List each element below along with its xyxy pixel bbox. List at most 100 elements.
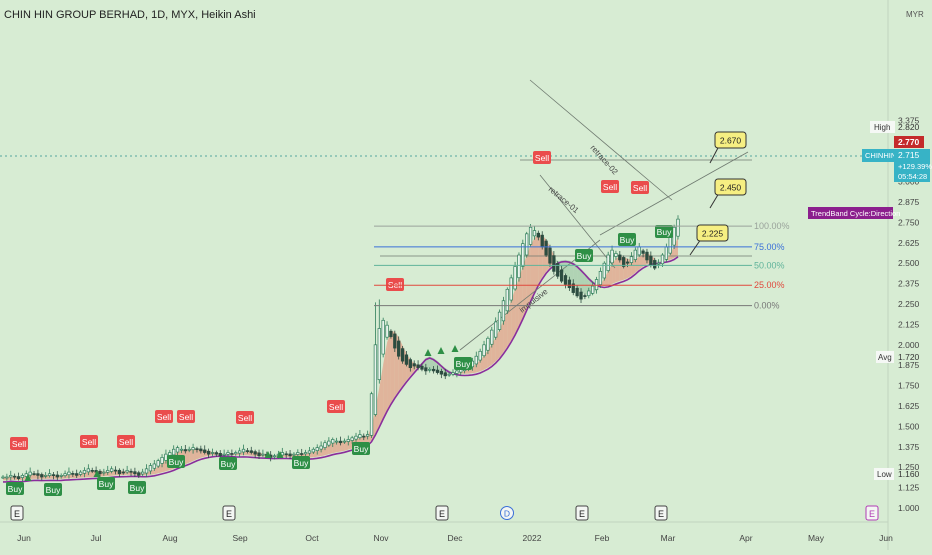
avg-tag-bg <box>876 351 894 363</box>
candle-body <box>548 247 552 264</box>
y-tick-label: 1.625 <box>898 401 920 411</box>
candle-body <box>129 470 133 473</box>
fib-level-label: 75.00% <box>754 242 785 252</box>
candle-body <box>109 468 114 472</box>
fib-level-label: 25.00% <box>754 280 785 290</box>
candle-body <box>257 452 261 457</box>
candle-body <box>113 469 118 472</box>
upcoming-earnings-marker: E <box>869 509 875 519</box>
candle-body <box>431 368 436 372</box>
candle-body <box>517 254 521 279</box>
buy-marker-bg <box>454 357 472 370</box>
ticker-badge[interactable]: CHINHIN 2.715 +129.39% 05:54:28 <box>862 149 932 182</box>
candle-body <box>622 257 626 267</box>
candle-body <box>672 226 676 246</box>
candle-body <box>175 447 180 453</box>
y-tick-label: 2.750 <box>898 217 920 227</box>
buy-marker: Buy <box>8 484 23 494</box>
candle-body <box>230 453 234 455</box>
sell-marker: Sell <box>535 153 549 163</box>
candle-body <box>435 369 440 373</box>
ribbon-segment <box>344 440 349 451</box>
time-axis[interactable]: Jun Jul Aug Sep Oct Nov Dec 2022 Feb Mar Apr May Jun <box>17 533 893 543</box>
y-tick-label: 1.375 <box>898 442 920 452</box>
candle-body <box>660 254 665 265</box>
ribbon-segment <box>390 331 395 403</box>
sell-marker: Sell <box>12 439 26 449</box>
earnings-marker-bg <box>10 505 24 521</box>
ribbon-segment <box>111 471 116 476</box>
earnings-marker: E <box>14 509 20 519</box>
sell-marker: Sell <box>119 437 133 447</box>
candle-body <box>32 473 36 475</box>
x-tick-label: Jul <box>91 533 102 543</box>
candle-body <box>187 448 191 451</box>
candle-body <box>563 275 568 285</box>
ribbon-segment <box>581 268 585 295</box>
buy-marker-bg <box>618 233 636 246</box>
candle-body <box>656 262 661 265</box>
candle-body <box>323 442 327 448</box>
candle-body <box>447 373 451 376</box>
chart-title: CHIN HIN GROUP BERHAD, 1D, MYX, Heikin A… <box>4 9 256 21</box>
candle-body <box>567 279 572 289</box>
y-tick-label: 1.875 <box>898 360 920 370</box>
candle-body <box>428 368 432 371</box>
candle-body <box>90 470 94 472</box>
buy-marker-bg <box>352 442 370 455</box>
candle-body <box>1 476 5 479</box>
candle-body <box>412 363 416 367</box>
candle-body <box>222 453 226 456</box>
earnings-marker-bg <box>222 505 236 521</box>
candle-body <box>117 469 122 475</box>
candle-body <box>676 218 680 237</box>
candle-body <box>195 448 199 451</box>
candle-body <box>354 435 358 440</box>
candle-body <box>474 355 478 365</box>
buy-marker: Buy <box>657 227 672 237</box>
y-tick-label: 2.625 <box>898 238 920 248</box>
buy-marker-bg <box>128 481 146 494</box>
sell-marker-bg <box>177 410 195 423</box>
candle-body <box>575 287 579 297</box>
candle-body <box>20 475 25 478</box>
ribbon-segment <box>460 370 465 374</box>
x-tick-label: Feb <box>595 533 610 543</box>
buy-marker-bg <box>575 249 593 262</box>
y-tick-label: 1.250 <box>898 462 920 472</box>
sell-marker: Sell <box>82 437 96 447</box>
candle-body <box>583 295 587 297</box>
candle-body <box>234 452 238 455</box>
buy-marker: Buy <box>620 235 635 245</box>
sell-marker-bg <box>327 400 345 413</box>
currency-label: MYR <box>906 10 924 19</box>
low-tag-value: 1.160 <box>898 469 920 479</box>
ribbon-segment <box>383 342 388 418</box>
ribbon-segment <box>243 451 248 456</box>
ribbon-segment <box>522 255 527 318</box>
buy-marker: Buy <box>46 485 61 495</box>
sell-marker: Sell <box>329 402 343 412</box>
candle-body <box>78 471 83 475</box>
candle-body <box>455 370 459 374</box>
candle-body <box>400 348 405 362</box>
x-tick-label: Oct <box>305 533 319 543</box>
candle-body <box>338 440 343 444</box>
candle-body <box>389 330 393 337</box>
buy-marker-bg <box>167 455 185 468</box>
earnings-marker-bg <box>654 505 668 521</box>
candle-body <box>245 450 250 452</box>
x-tick-label: Nov <box>373 533 389 543</box>
candle-body <box>618 254 622 261</box>
callout-box <box>714 178 747 196</box>
trend-line <box>529 79 673 201</box>
candle-body <box>494 321 498 338</box>
buy-marker: Buy <box>221 459 236 469</box>
indicator-legend[interactable]: TrendBand Cycle:Direction <box>808 207 900 219</box>
x-tick-label: 2022 <box>523 533 542 543</box>
buy-marker-bg <box>44 483 62 496</box>
candle-body <box>544 240 548 256</box>
candle-body <box>86 468 90 473</box>
candle-body <box>594 279 599 291</box>
candle-body <box>377 328 381 381</box>
